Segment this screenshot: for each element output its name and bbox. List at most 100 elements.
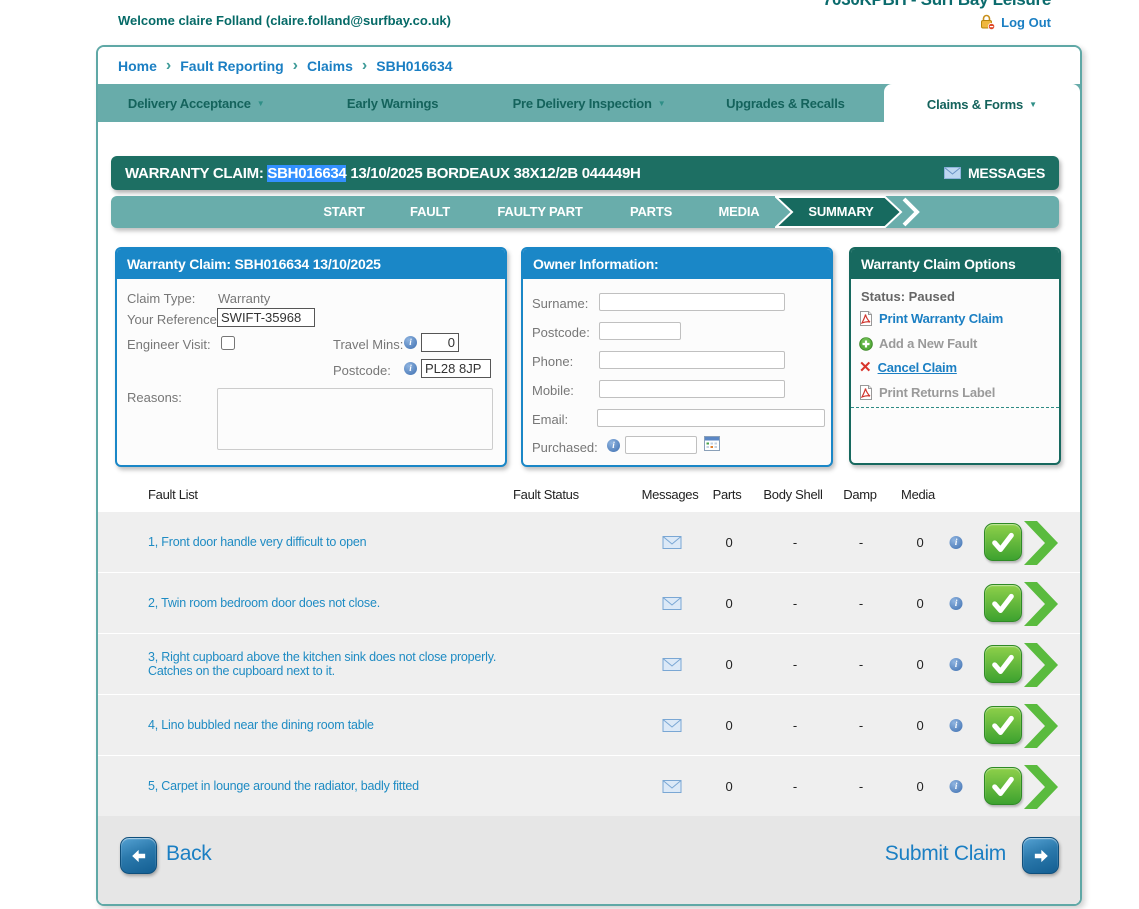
fault-complete-button[interactable] — [984, 523, 1022, 561]
step-faulty-part[interactable]: FAULTY PART — [497, 204, 583, 219]
tab-delivery-acceptance[interactable]: Delivery Acceptance ▼ — [127, 95, 265, 111]
phone-input[interactable] — [599, 351, 785, 369]
col-header-fault-status: Fault Status — [513, 487, 579, 502]
logout-label: Log Out — [1001, 14, 1051, 30]
mobile-input[interactable] — [599, 380, 785, 398]
engineer-postcode-input[interactable] — [421, 359, 491, 378]
postcode-label: Postcode: — [333, 363, 391, 378]
row-messages-button[interactable] — [662, 573, 682, 633]
tab-pre-delivery-inspection[interactable]: Pre Delivery Inspection ▼ — [512, 95, 666, 111]
fault-description-link[interactable]: 2, Twin room bedroom door does not close… — [148, 596, 380, 610]
reasons-textarea[interactable] — [217, 388, 493, 450]
submit-claim-label[interactable]: Submit Claim — [884, 842, 1007, 865]
step-start[interactable]: START — [323, 204, 365, 219]
claim-status: Status: Paused — [861, 289, 955, 304]
info-icon[interactable]: i — [404, 362, 417, 375]
brand-title-clipped: 7030KPBH - Surf Bay Leisure — [823, 0, 1051, 10]
fault-complete-button[interactable] — [984, 767, 1022, 805]
messages-button[interactable]: MESSAGES — [944, 165, 1045, 181]
open-fault-chevron[interactable] — [1024, 765, 1058, 814]
submit-claim-button[interactable] — [1022, 837, 1059, 874]
claim-type-label: Claim Type: — [127, 291, 196, 306]
info-icon[interactable]: i — [404, 336, 417, 349]
row-messages-button[interactable] — [662, 756, 682, 816]
damp-value: - — [858, 595, 864, 611]
calendar-icon[interactable] — [704, 436, 720, 451]
chevron-down-icon: ▼ — [256, 98, 265, 108]
owner-postcode-input[interactable] — [599, 322, 681, 340]
info-icon[interactable]: i — [949, 573, 963, 633]
open-fault-chevron[interactable] — [1024, 704, 1058, 753]
pdf-icon — [860, 311, 872, 326]
step-summary-active[interactable]: SUMMARY — [773, 196, 925, 228]
envelope-icon — [662, 657, 682, 671]
fault-complete-button[interactable] — [984, 584, 1022, 622]
main-container: Home › Fault Reporting › Claims › SBH016… — [96, 45, 1082, 906]
body-shell-value: - — [792, 534, 798, 550]
check-icon — [992, 715, 1014, 735]
chevron-down-icon: ▼ — [657, 98, 666, 108]
messages-label: MESSAGES — [968, 165, 1045, 181]
tab-claims-forms[interactable]: Claims & Forms ▼ — [883, 84, 1080, 124]
breadcrumb-home[interactable]: Home — [118, 57, 157, 74]
fault-description-link[interactable]: 5, Carpet in lounge around the radiator,… — [148, 779, 419, 793]
step-fault[interactable]: FAULT — [410, 204, 450, 219]
body-shell-value: - — [792, 656, 798, 672]
step-media[interactable]: MEDIA — [718, 204, 760, 219]
breadcrumb-fault-reporting[interactable]: Fault Reporting — [180, 57, 284, 74]
travel-mins-input[interactable] — [421, 333, 459, 352]
row-messages-button[interactable] — [662, 695, 682, 755]
claim-id-highlighted: SBH016634 — [267, 164, 347, 182]
info-icon[interactable]: i — [607, 439, 620, 452]
add-new-fault-link[interactable]: Add a New Fault — [859, 336, 977, 351]
print-warranty-claim-link[interactable]: Print Warranty Claim — [859, 311, 1003, 326]
email-input[interactable] — [597, 409, 825, 427]
your-reference-label: Your Reference: — [127, 312, 221, 327]
fault-description-link[interactable]: 4, Lino bubbled near the dining room tab… — [148, 718, 374, 732]
open-fault-chevron[interactable] — [1024, 582, 1058, 631]
tab-upgrades-recalls[interactable]: Upgrades & Recalls — [726, 95, 845, 111]
tab-early-warnings[interactable]: Early Warnings — [346, 95, 439, 111]
footer-bar: Back Submit Claim — [98, 816, 1080, 904]
breadcrumb-separator-icon: › — [361, 56, 368, 74]
info-icon[interactable]: i — [949, 756, 963, 816]
row-messages-button[interactable] — [662, 512, 682, 572]
phone-label: Phone: — [532, 354, 574, 369]
breadcrumb-current-claim: SBH016634 — [376, 57, 453, 74]
engineer-visit-checkbox[interactable] — [221, 336, 235, 350]
open-fault-chevron[interactable] — [1024, 521, 1058, 570]
info-icon[interactable]: i — [949, 634, 963, 694]
fault-complete-button[interactable] — [984, 645, 1022, 683]
back-label[interactable]: Back — [166, 842, 212, 865]
step-parts[interactable]: PARTS — [629, 204, 673, 219]
fault-row: 1, Front door handle very difficult to o… — [98, 512, 1080, 572]
print-returns-label-link[interactable]: Print Returns Label — [859, 385, 995, 400]
add-icon — [859, 336, 873, 351]
cancel-claim-link[interactable]: ✕ Cancel Claim — [859, 359, 957, 376]
surname-input[interactable] — [599, 293, 785, 311]
check-icon — [992, 532, 1014, 552]
engineer-visit-label: Engineer Visit: — [127, 337, 211, 352]
fault-description-link[interactable]: 1, Front door handle very difficult to o… — [148, 535, 367, 549]
purchased-date-input[interactable] — [625, 436, 697, 454]
back-button[interactable] — [120, 837, 157, 874]
info-icon[interactable]: i — [949, 695, 963, 755]
open-fault-chevron[interactable] — [1024, 643, 1058, 692]
envelope-icon — [944, 167, 962, 179]
warranty-claim-options-title: Warranty Claim Options — [851, 249, 1059, 279]
padlock-icon — [981, 14, 996, 30]
logout-link[interactable]: Log Out — [979, 14, 1051, 30]
breadcrumb-separator-icon: › — [292, 56, 298, 74]
breadcrumb-claims[interactable]: Claims — [307, 57, 353, 74]
warranty-claim-panel-title: Warranty Claim: SBH016634 13/10/2025 — [117, 249, 505, 279]
fault-complete-button[interactable] — [984, 706, 1022, 744]
fault-description-link[interactable]: 3, Right cupboard above the kitchen sink… — [148, 650, 497, 678]
row-messages-button[interactable] — [662, 634, 682, 694]
parts-count: 0 — [725, 778, 733, 794]
envelope-icon — [662, 596, 682, 610]
claim-type-value: Warranty — [218, 291, 271, 306]
fault-row: 5, Carpet in lounge around the radiator,… — [98, 756, 1080, 816]
info-icon[interactable]: i — [949, 512, 963, 572]
col-header-messages: Messages — [641, 487, 699, 502]
your-reference-input[interactable] — [217, 308, 315, 327]
